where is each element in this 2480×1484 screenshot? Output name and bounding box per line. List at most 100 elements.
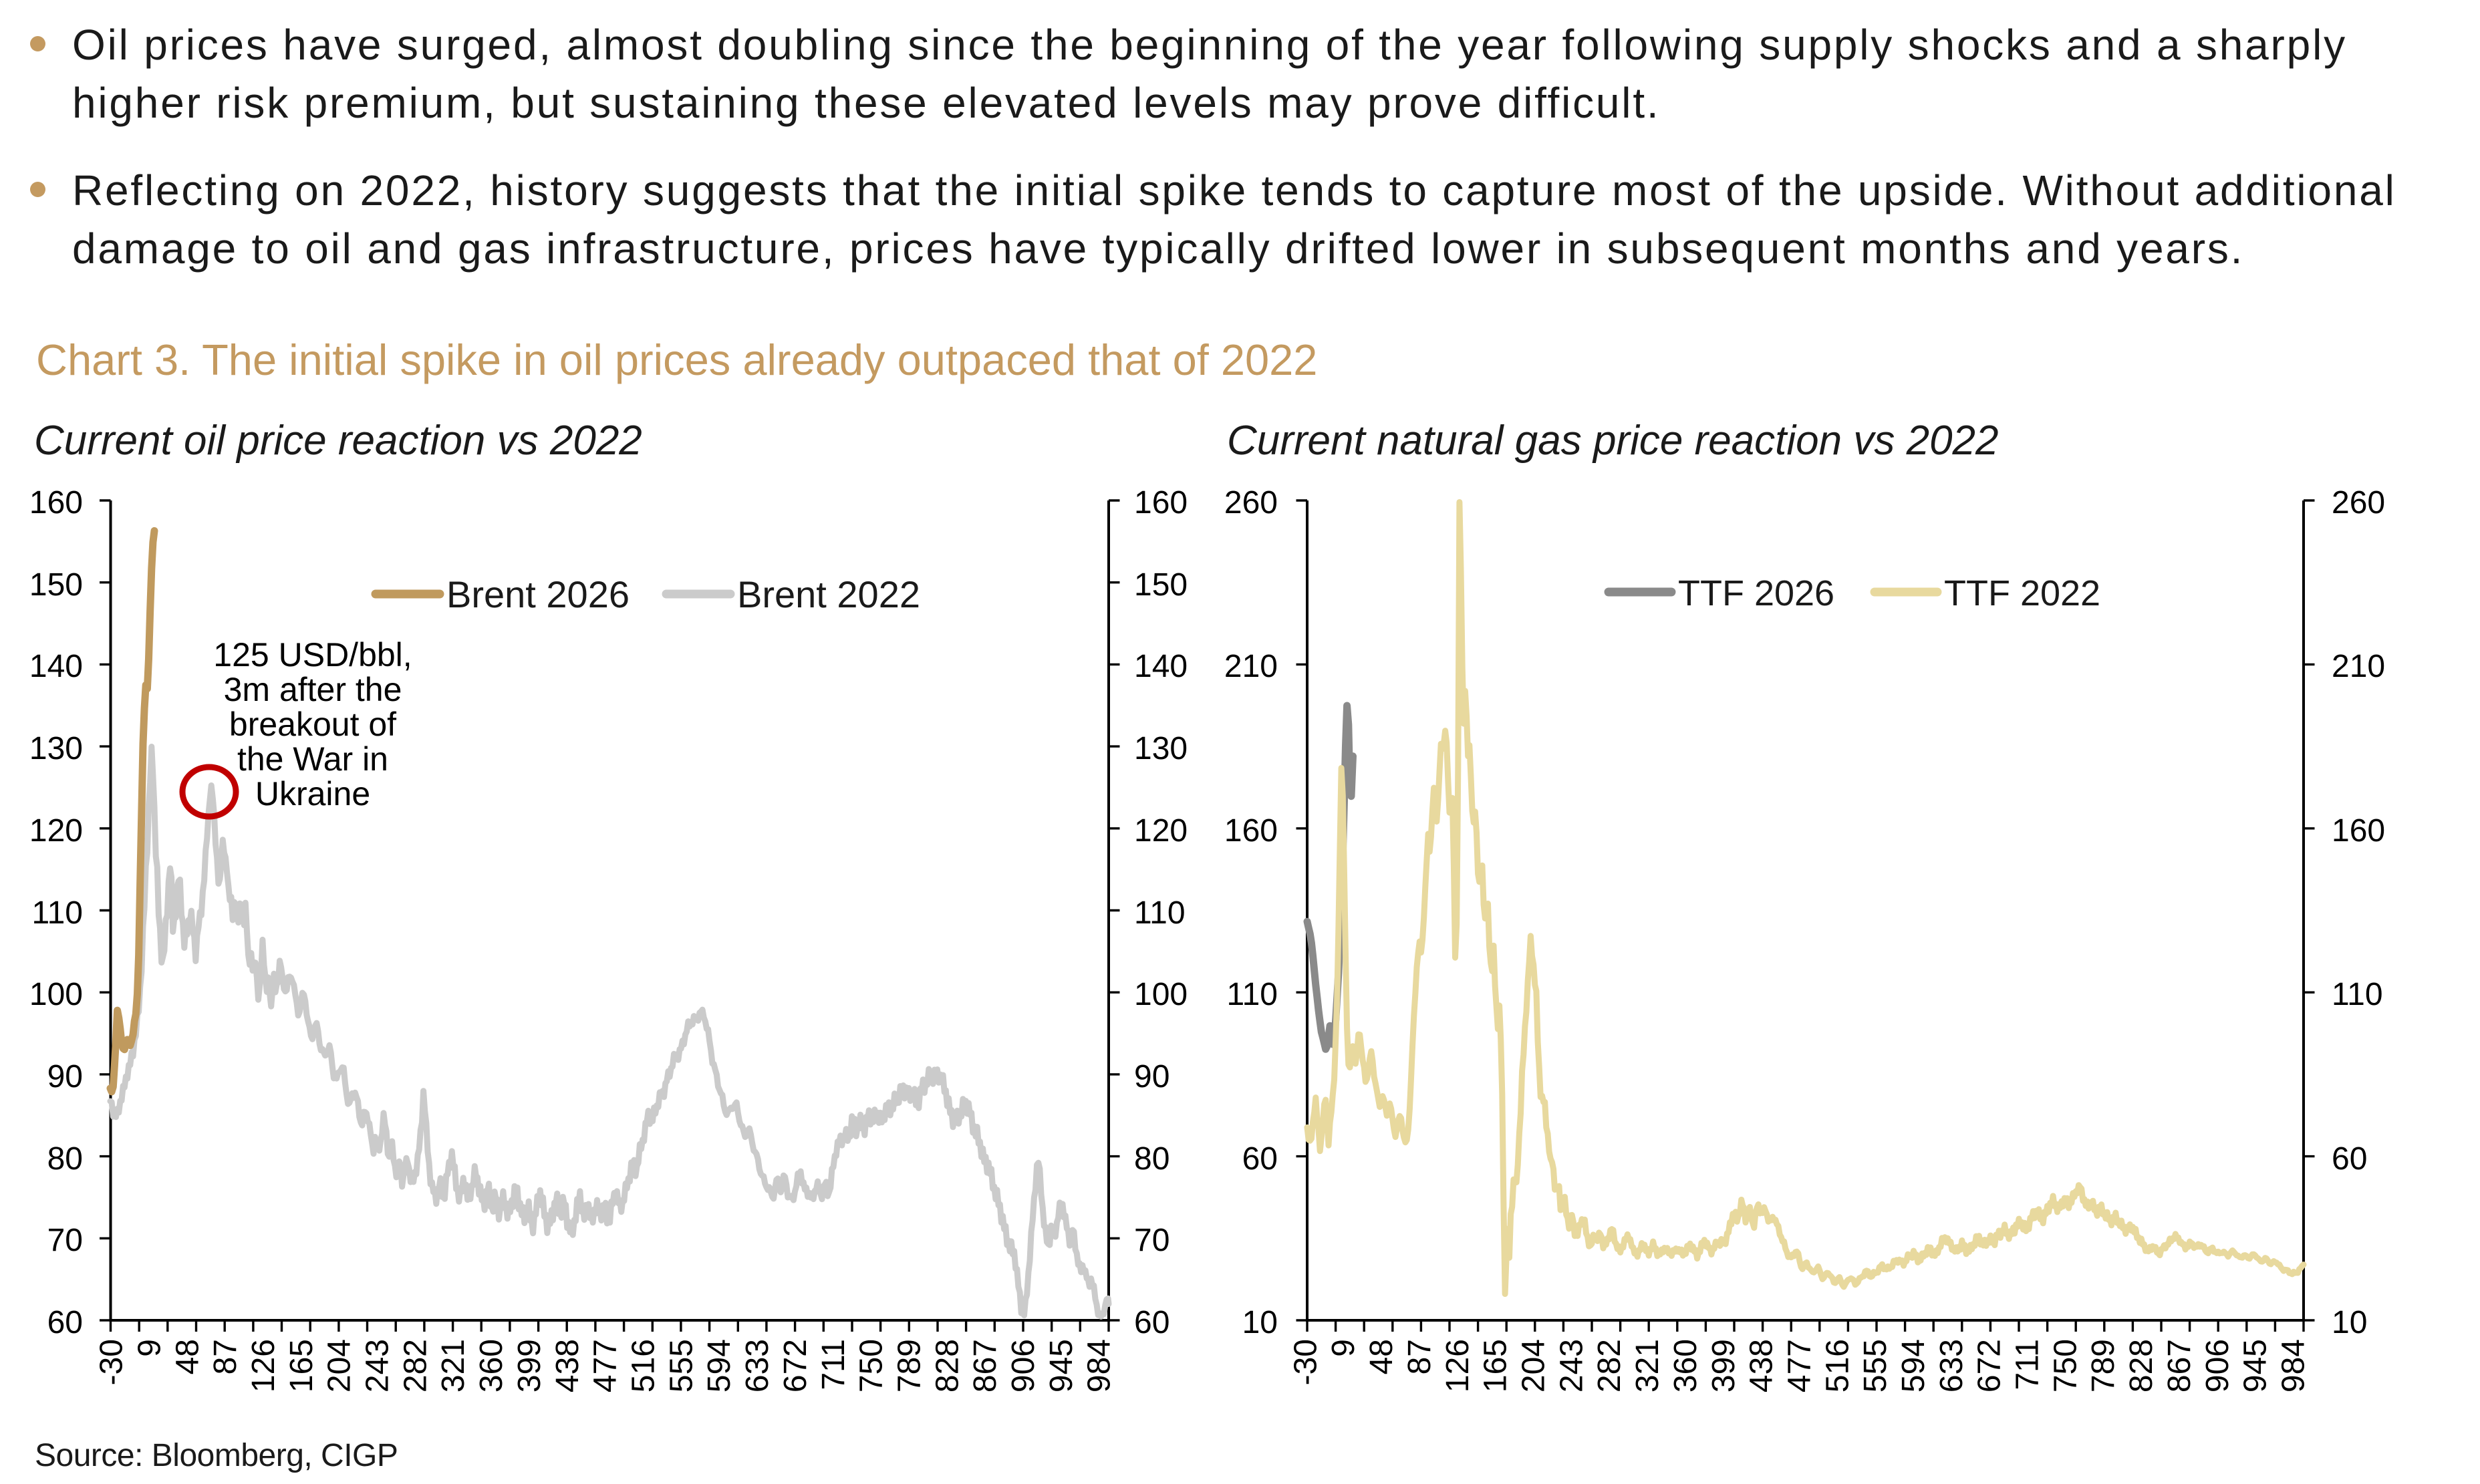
- svg-text:789: 789: [2086, 1339, 2121, 1392]
- svg-text:9: 9: [1326, 1339, 1361, 1357]
- svg-text:60: 60: [1242, 1141, 1278, 1177]
- svg-text:210: 210: [2332, 649, 2385, 684]
- svg-text:438: 438: [550, 1339, 585, 1392]
- svg-text:Brent 2026: Brent 2026: [446, 573, 630, 615]
- svg-text:984: 984: [2276, 1339, 2312, 1392]
- svg-text:477: 477: [1782, 1339, 1818, 1392]
- svg-text:867: 867: [2162, 1339, 2197, 1392]
- svg-text:438: 438: [1744, 1339, 1780, 1392]
- svg-text:945: 945: [2238, 1339, 2274, 1392]
- svg-text:10: 10: [1242, 1305, 1278, 1340]
- svg-text:399: 399: [1706, 1339, 1742, 1392]
- svg-text:672: 672: [1972, 1339, 2008, 1392]
- svg-text:165: 165: [284, 1339, 319, 1392]
- svg-text:87: 87: [208, 1339, 243, 1374]
- svg-text:750: 750: [854, 1339, 889, 1392]
- svg-text:204: 204: [1516, 1339, 1552, 1392]
- svg-text:672: 672: [778, 1339, 813, 1392]
- svg-text:360: 360: [1668, 1339, 1703, 1392]
- svg-text:140: 140: [1134, 649, 1188, 684]
- svg-text:210: 210: [1224, 649, 1278, 684]
- svg-text:80: 80: [1134, 1141, 1169, 1177]
- svg-text:130: 130: [29, 731, 83, 766]
- svg-text:867: 867: [968, 1339, 1003, 1392]
- svg-text:90: 90: [47, 1059, 83, 1094]
- svg-text:60: 60: [2332, 1141, 2367, 1177]
- svg-text:-30: -30: [1288, 1339, 1323, 1385]
- svg-text:120: 120: [1134, 813, 1188, 849]
- svg-text:10: 10: [2332, 1305, 2367, 1340]
- svg-text:711: 711: [2010, 1339, 2046, 1390]
- svg-text:Current oil price reaction vs: Current oil price reaction vs 2022: [34, 418, 642, 464]
- svg-text:9: 9: [132, 1339, 167, 1357]
- svg-text:260: 260: [2332, 485, 2385, 521]
- svg-text:516: 516: [1820, 1339, 1855, 1392]
- svg-text:60: 60: [47, 1305, 83, 1340]
- svg-text:711: 711: [816, 1339, 851, 1390]
- svg-text:360: 360: [474, 1339, 509, 1392]
- svg-text:789: 789: [892, 1339, 928, 1392]
- svg-text:243: 243: [360, 1339, 396, 1392]
- svg-text:the War in: the War in: [237, 740, 388, 778]
- svg-text:126: 126: [246, 1339, 281, 1392]
- svg-text:594: 594: [702, 1339, 737, 1392]
- svg-text:80: 80: [47, 1141, 83, 1177]
- svg-text:906: 906: [2200, 1339, 2235, 1392]
- svg-text:TTF 2022: TTF 2022: [1944, 573, 2100, 613]
- svg-text:100: 100: [1134, 977, 1188, 1012]
- svg-text:260: 260: [1224, 485, 1278, 521]
- svg-text:-30: -30: [94, 1339, 130, 1385]
- svg-text:126: 126: [1440, 1339, 1476, 1392]
- svg-text:3m after the: 3m after the: [224, 671, 402, 708]
- svg-text:204: 204: [322, 1339, 358, 1392]
- svg-text:160: 160: [29, 485, 83, 521]
- svg-text:110: 110: [1226, 977, 1278, 1012]
- svg-text:48: 48: [170, 1339, 205, 1374]
- svg-text:130: 130: [1134, 731, 1188, 766]
- svg-text:160: 160: [1224, 813, 1278, 849]
- svg-text:Ukraine: Ukraine: [255, 775, 370, 812]
- svg-text:828: 828: [2124, 1339, 2159, 1392]
- svg-text:243: 243: [1554, 1339, 1589, 1392]
- svg-text:120: 120: [29, 813, 83, 849]
- svg-text:828: 828: [930, 1339, 965, 1392]
- svg-text:150: 150: [1134, 567, 1188, 603]
- svg-text:70: 70: [1134, 1223, 1169, 1258]
- svg-text:555: 555: [664, 1339, 699, 1392]
- svg-text:140: 140: [29, 649, 83, 684]
- svg-text:100: 100: [29, 977, 83, 1012]
- svg-text:125 USD/bbl,: 125 USD/bbl,: [213, 636, 412, 674]
- svg-text:282: 282: [398, 1339, 433, 1392]
- svg-text:160: 160: [1134, 485, 1188, 521]
- svg-text:945: 945: [1044, 1339, 1079, 1392]
- svg-text:516: 516: [626, 1339, 662, 1392]
- svg-text:399: 399: [512, 1339, 547, 1392]
- svg-text:633: 633: [740, 1339, 775, 1392]
- svg-text:150: 150: [29, 567, 83, 603]
- svg-text:321: 321: [436, 1339, 471, 1392]
- svg-text:60: 60: [1134, 1305, 1169, 1340]
- svg-text:110: 110: [31, 895, 83, 931]
- svg-text:Current natural gas price reac: Current natural gas price reaction vs 20…: [1227, 418, 1999, 464]
- svg-text:165: 165: [1478, 1339, 1514, 1392]
- svg-text:906: 906: [1006, 1339, 1041, 1392]
- svg-text:Source: Bloomberg, CIGP: Source: Bloomberg, CIGP: [35, 1438, 398, 1473]
- svg-text:555: 555: [1858, 1339, 1893, 1392]
- svg-text:633: 633: [1934, 1339, 1969, 1392]
- svg-text:477: 477: [588, 1339, 624, 1392]
- svg-text:282: 282: [1592, 1339, 1627, 1392]
- svg-text:984: 984: [1082, 1339, 1117, 1392]
- svg-text:594: 594: [1896, 1339, 1931, 1392]
- svg-text:321: 321: [1630, 1339, 1665, 1392]
- svg-text:750: 750: [2048, 1339, 2083, 1392]
- svg-text:TTF 2026: TTF 2026: [1678, 573, 1834, 613]
- svg-text:Brent 2022: Brent 2022: [737, 573, 920, 615]
- svg-text:48: 48: [1364, 1339, 1399, 1374]
- svg-text:87: 87: [1402, 1339, 1437, 1374]
- svg-text:90: 90: [1134, 1059, 1169, 1094]
- svg-text:160: 160: [2332, 813, 2385, 849]
- svg-text:110: 110: [1134, 895, 1186, 931]
- svg-text:breakout of: breakout of: [229, 706, 396, 743]
- svg-text:110: 110: [2332, 977, 2383, 1012]
- svg-text:70: 70: [47, 1223, 83, 1258]
